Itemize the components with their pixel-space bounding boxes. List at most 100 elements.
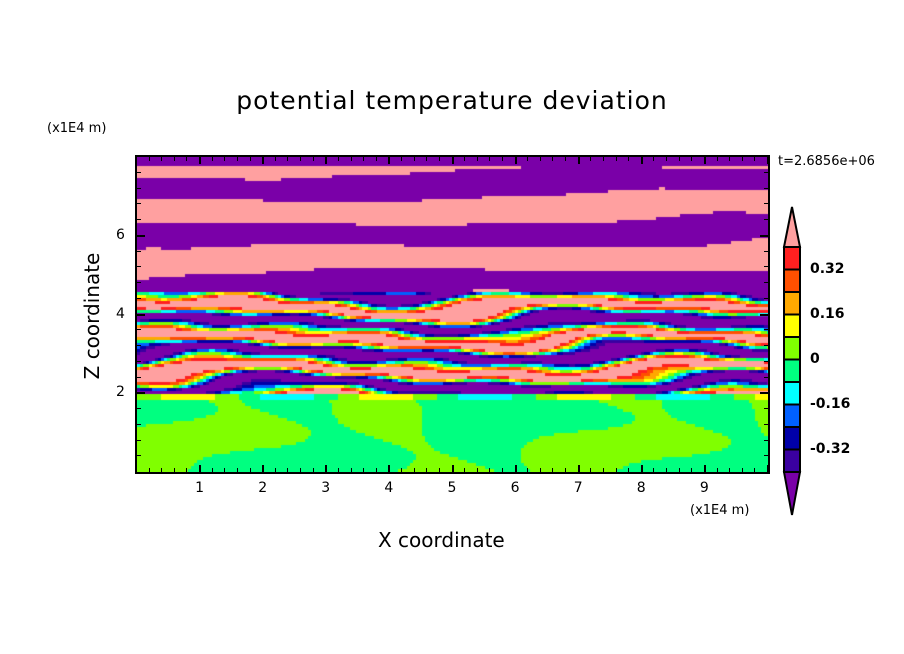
x-minor-tick xyxy=(640,465,643,472)
x-minor-tick xyxy=(464,157,466,161)
y-minor-tick xyxy=(137,360,141,362)
x-minor-tick xyxy=(199,465,202,472)
y-minor-tick xyxy=(764,408,768,409)
y-minor-tick xyxy=(137,329,141,331)
y-minor-tick xyxy=(137,219,141,220)
colorbar-box xyxy=(783,291,801,316)
y-minor-tick xyxy=(137,345,141,346)
x-minor-tick xyxy=(602,157,604,161)
x-minor-tick xyxy=(653,468,655,472)
y-minor-tick xyxy=(764,345,768,346)
y-minor-tick xyxy=(137,297,141,299)
x-minor-tick xyxy=(388,157,391,164)
y-minor-tick xyxy=(764,282,768,283)
x-minor-tick xyxy=(287,157,289,161)
x-minor-tick xyxy=(552,157,554,161)
x-minor-tick xyxy=(438,468,440,472)
x-minor-tick xyxy=(666,468,668,472)
chart-title: potential temperature deviation xyxy=(236,86,668,115)
x-minor-tick xyxy=(754,157,756,161)
x-minor-tick xyxy=(350,468,352,472)
colorbar-lower-arrow xyxy=(782,471,802,516)
colorbar-box xyxy=(783,448,801,473)
x-minor-tick xyxy=(565,468,567,472)
colorbar-label: -0.32 xyxy=(810,440,851,457)
x-minor-tick xyxy=(539,468,541,472)
y-minor-tick xyxy=(764,329,768,331)
x-minor-tick xyxy=(691,157,693,161)
y-minor-tick xyxy=(137,203,141,205)
x-minor-tick xyxy=(300,157,302,161)
x-minor-tick xyxy=(186,468,188,472)
x-minor-tick xyxy=(577,157,580,164)
x-minor-tick xyxy=(476,468,478,472)
x-minor-tick xyxy=(628,157,630,161)
x-tick-label: 6 xyxy=(510,480,520,496)
x-minor-tick xyxy=(363,157,365,161)
x-minor-tick xyxy=(337,157,339,161)
x-minor-tick xyxy=(767,157,769,164)
y-minor-tick xyxy=(137,266,141,268)
x-minor-tick xyxy=(565,157,567,161)
x-tick-label: 7 xyxy=(573,480,583,496)
y-minor-tick xyxy=(137,282,141,283)
x-minor-tick xyxy=(716,468,718,472)
time-label: t=2.6856e+06 xyxy=(778,154,875,169)
colorbar-label: 0 xyxy=(810,350,820,367)
colorbar-box xyxy=(783,426,801,451)
x-minor-tick xyxy=(703,157,706,164)
y-minor-tick xyxy=(764,455,768,457)
x-minor-tick xyxy=(464,468,466,472)
plot-frame xyxy=(135,155,770,474)
x-minor-tick xyxy=(300,468,302,472)
x-tick-label: 8 xyxy=(636,480,646,496)
x-minor-tick xyxy=(691,468,693,472)
x-minor-tick xyxy=(161,157,163,161)
colorbar-box xyxy=(783,313,801,338)
x-minor-tick xyxy=(325,465,328,472)
x-minor-tick xyxy=(312,468,314,472)
x-minor-tick xyxy=(401,468,403,472)
x-minor-tick xyxy=(426,468,428,472)
x-axis-units: (x1E4 m) xyxy=(690,503,750,518)
x-minor-tick xyxy=(615,157,617,161)
x-minor-tick xyxy=(678,157,680,161)
x-minor-tick xyxy=(426,157,428,161)
y-minor-tick xyxy=(137,234,145,237)
x-minor-tick xyxy=(501,468,503,472)
x-minor-tick xyxy=(628,468,630,472)
x-minor-tick xyxy=(640,157,643,164)
x-minor-tick xyxy=(363,468,365,472)
x-minor-tick xyxy=(451,465,454,472)
x-tick-label: 1 xyxy=(195,480,205,496)
contour-field xyxy=(137,157,768,472)
x-minor-tick xyxy=(236,157,238,161)
x-minor-tick xyxy=(615,468,617,472)
y-minor-tick xyxy=(764,297,768,299)
x-minor-tick xyxy=(148,468,150,472)
y-minor-tick xyxy=(137,423,141,425)
y-minor-tick xyxy=(137,250,141,252)
x-minor-tick xyxy=(224,157,226,161)
x-minor-tick xyxy=(224,468,226,472)
colorbar-box xyxy=(783,381,801,406)
x-minor-tick xyxy=(262,157,265,164)
x-minor-tick xyxy=(312,157,314,161)
x-minor-tick xyxy=(211,157,213,161)
colorbar-label: -0.16 xyxy=(810,395,851,412)
colorbar-box xyxy=(783,246,801,271)
x-minor-tick xyxy=(438,157,440,161)
x-tick-label: 2 xyxy=(258,480,268,496)
y-minor-tick xyxy=(764,360,768,362)
x-minor-tick xyxy=(186,157,188,161)
y-minor-tick xyxy=(764,439,768,441)
x-minor-tick xyxy=(703,465,706,472)
y-minor-tick xyxy=(764,219,768,220)
x-minor-tick xyxy=(767,465,769,472)
x-minor-tick xyxy=(325,157,328,164)
y-minor-tick xyxy=(764,203,768,205)
x-minor-tick xyxy=(527,468,529,472)
x-minor-tick xyxy=(173,157,175,161)
x-minor-tick xyxy=(401,157,403,161)
